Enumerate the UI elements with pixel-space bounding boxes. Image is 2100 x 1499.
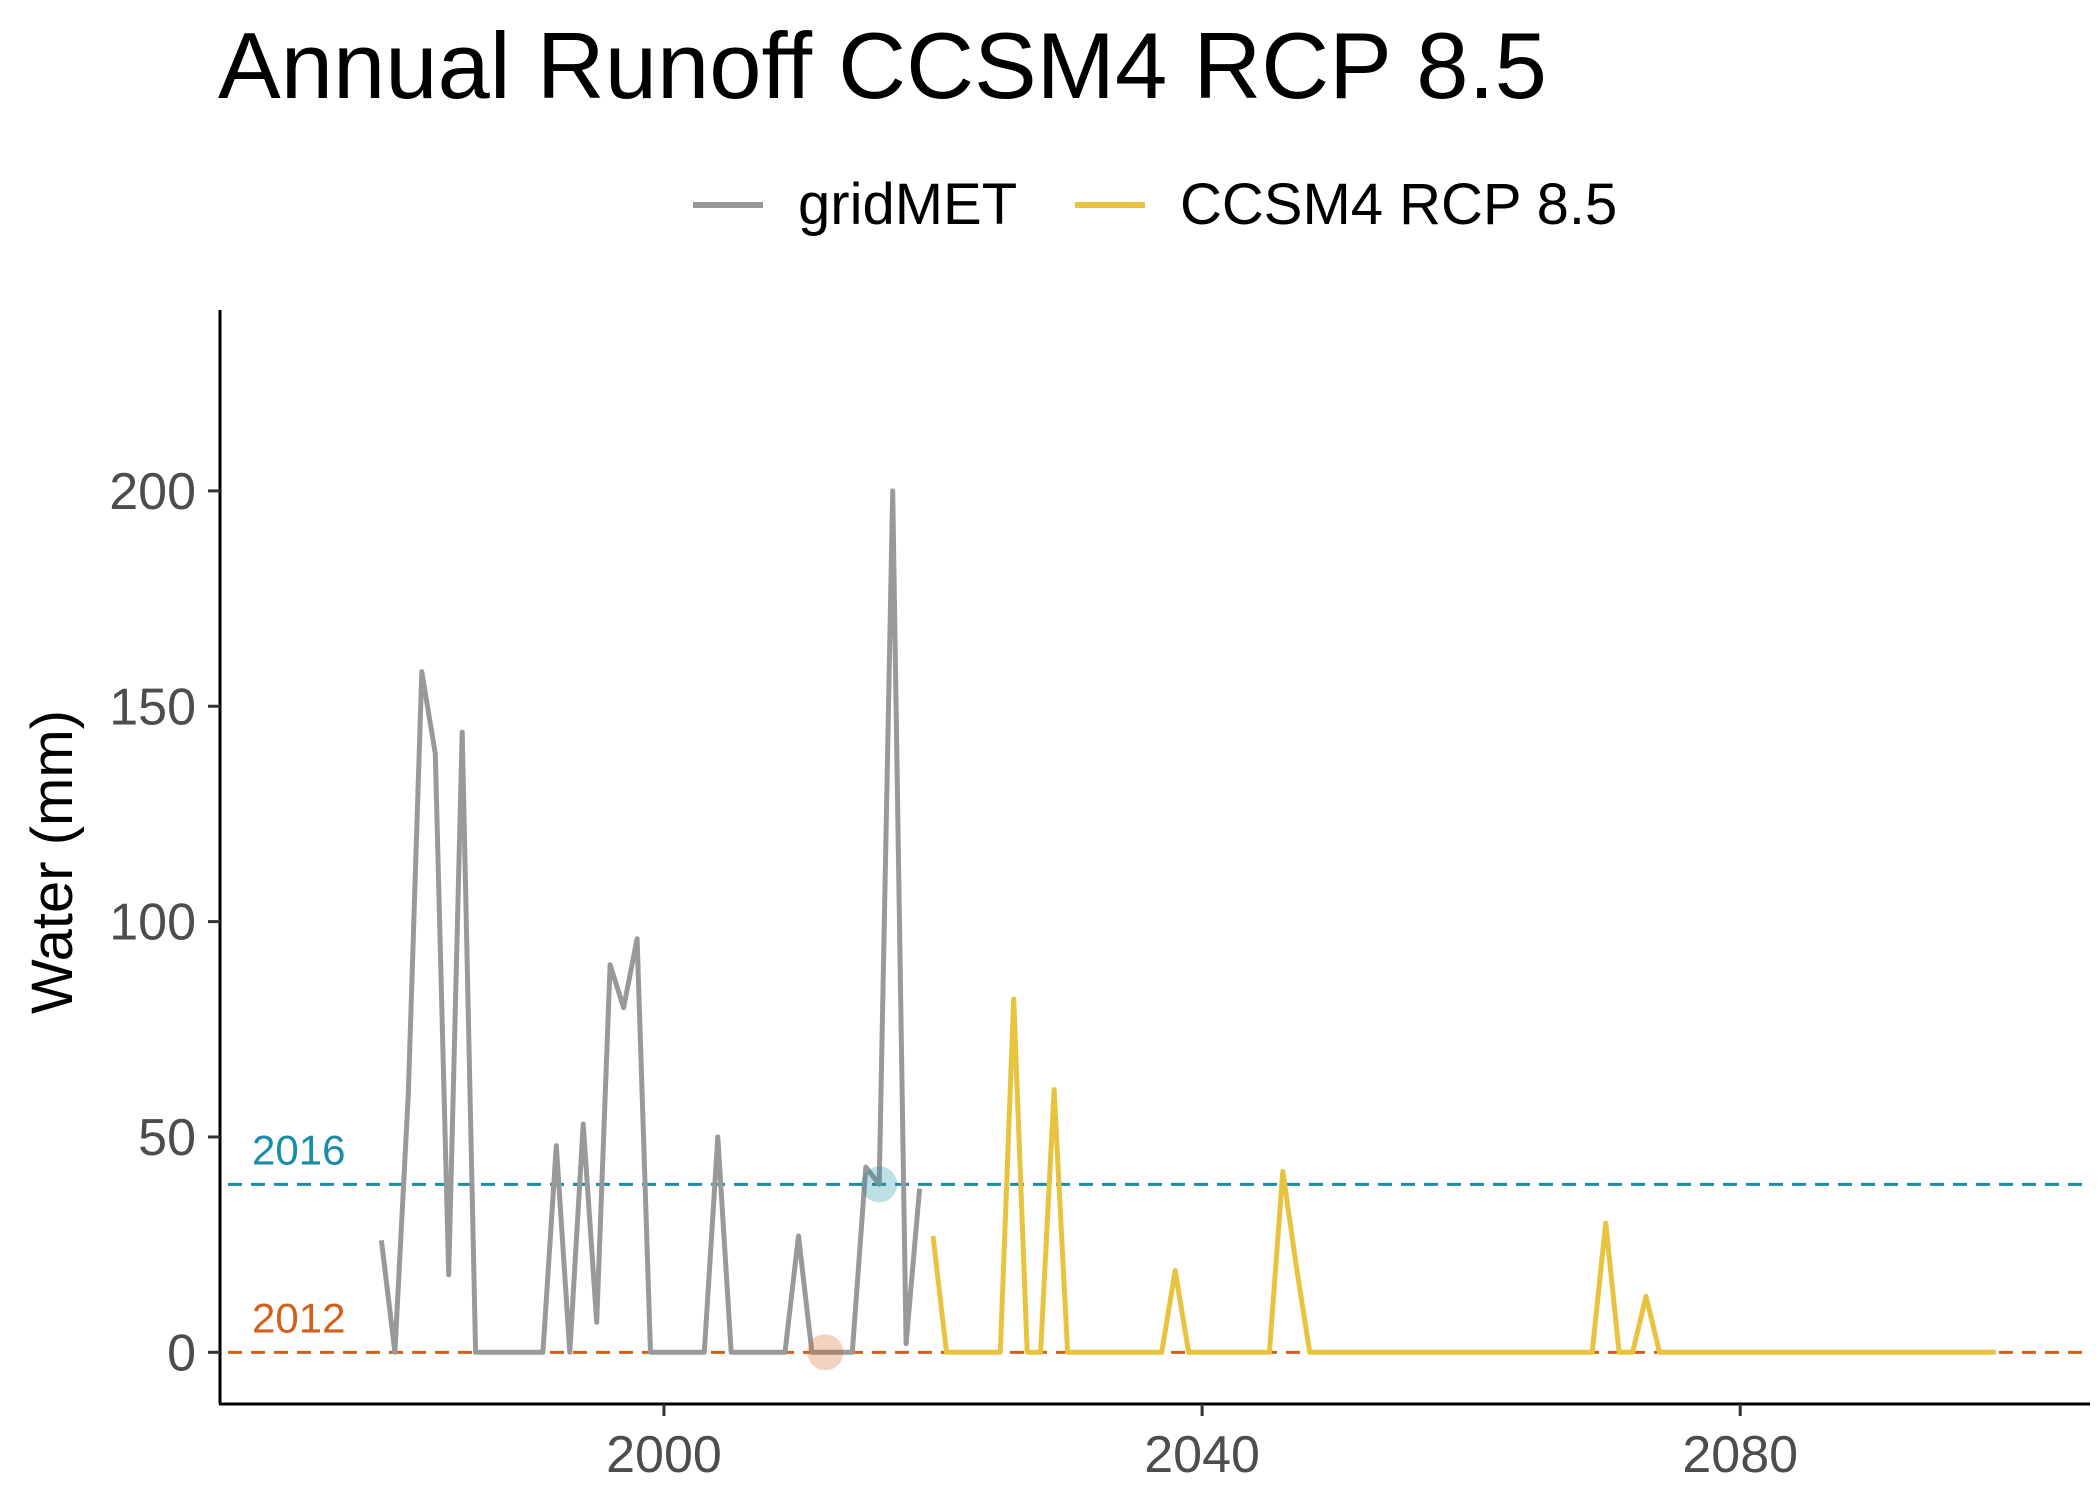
y-tick-label: 150 (109, 678, 196, 736)
reference-label-2016: 2016 (252, 1126, 345, 1173)
x-tick-label: 2000 (606, 1426, 722, 1484)
legend: gridMET CCSM4 RCP 8.5 (693, 172, 1617, 237)
chart-title: Annual Runoff CCSM4 RCP 8.5 (218, 13, 1547, 118)
x-tick-label: 2080 (1682, 1426, 1798, 1484)
y-axis-label: Water (mm) (20, 710, 85, 1014)
marker-2016 (861, 1166, 898, 1203)
x-axis-ticks: 2000 2040 2080 (606, 1404, 1798, 1484)
series-layer (378, 488, 1996, 1355)
series-line-ccsm4-rcp-8-5 (930, 996, 1996, 1355)
y-tick-label: 200 (109, 463, 196, 521)
reference-lines: 2016 2012 (228, 1126, 2090, 1354)
y-tick-label: 0 (167, 1324, 196, 1382)
legend-label-ccsm4-rcp-8-5: CCSM4 RCP 8.5 (1180, 172, 1617, 237)
marker-2012 (807, 1334, 844, 1371)
legend-label-gridmet: gridMET (798, 172, 1017, 237)
y-axis-ticks: 0 50 100 150 200 (109, 463, 220, 1382)
y-tick-label: 50 (138, 1109, 196, 1167)
reference-label-2012: 2012 (252, 1294, 345, 1341)
series-line-gridmet (378, 488, 923, 1355)
y-tick-label: 100 (109, 894, 196, 952)
reference-markers (807, 1166, 898, 1371)
x-tick-label: 2040 (1144, 1426, 1260, 1484)
